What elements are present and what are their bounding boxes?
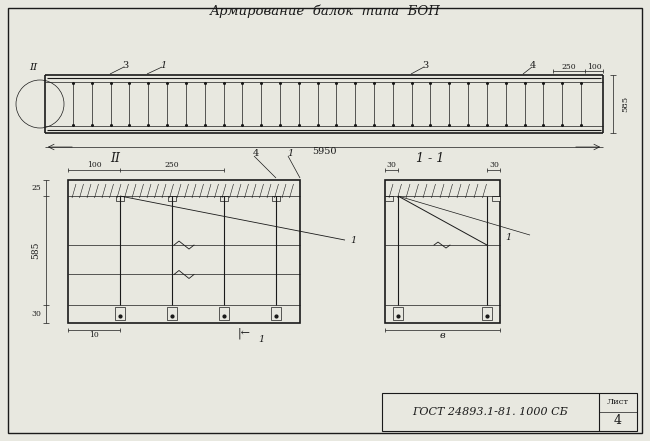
Text: 30: 30 [31, 310, 41, 318]
Text: ГОСТ 24893.1-81. 1000 СБ: ГОСТ 24893.1-81. 1000 СБ [413, 407, 568, 417]
Text: 250: 250 [164, 161, 179, 169]
Text: 10: 10 [89, 331, 99, 339]
Text: 100: 100 [86, 161, 101, 169]
Text: |←: |← [238, 327, 251, 339]
Bar [272, 196, 280, 201]
Bar [482, 307, 492, 320]
Text: 5950: 5950 [312, 147, 336, 157]
Text: II: II [29, 63, 37, 71]
Text: 3: 3 [122, 60, 128, 70]
Bar [382, 393, 637, 431]
Text: 30: 30 [386, 161, 396, 169]
Text: 4: 4 [614, 414, 622, 427]
Bar [68, 180, 300, 323]
Text: 585: 585 [621, 96, 629, 112]
Text: Армирование  балок  типа  БОП: Армирование балок типа БОП [209, 4, 441, 18]
Bar [271, 307, 281, 320]
Bar [168, 196, 176, 201]
Bar [385, 196, 393, 201]
Bar [167, 307, 177, 320]
Text: 1: 1 [287, 149, 293, 158]
Text: 100: 100 [587, 63, 601, 71]
Text: в: в [439, 332, 445, 340]
Text: Лист: Лист [607, 399, 629, 407]
Text: 250: 250 [562, 63, 577, 71]
Text: 25: 25 [31, 184, 41, 192]
Text: II: II [110, 153, 120, 165]
Text: 30: 30 [489, 161, 499, 169]
Text: 1: 1 [258, 335, 265, 344]
Text: 1: 1 [350, 235, 356, 245]
Bar [220, 196, 228, 201]
Bar [115, 307, 125, 320]
Text: 4: 4 [253, 149, 259, 158]
Bar [393, 307, 403, 320]
Text: 585: 585 [31, 242, 40, 259]
Bar [385, 180, 500, 323]
Text: 3: 3 [422, 60, 428, 70]
Text: 4: 4 [530, 60, 536, 70]
Text: 1: 1 [505, 232, 512, 242]
Bar [116, 196, 124, 201]
Text: 1: 1 [160, 60, 166, 70]
Bar [492, 196, 500, 201]
Bar [219, 307, 229, 320]
Text: 1 - 1: 1 - 1 [416, 153, 444, 165]
